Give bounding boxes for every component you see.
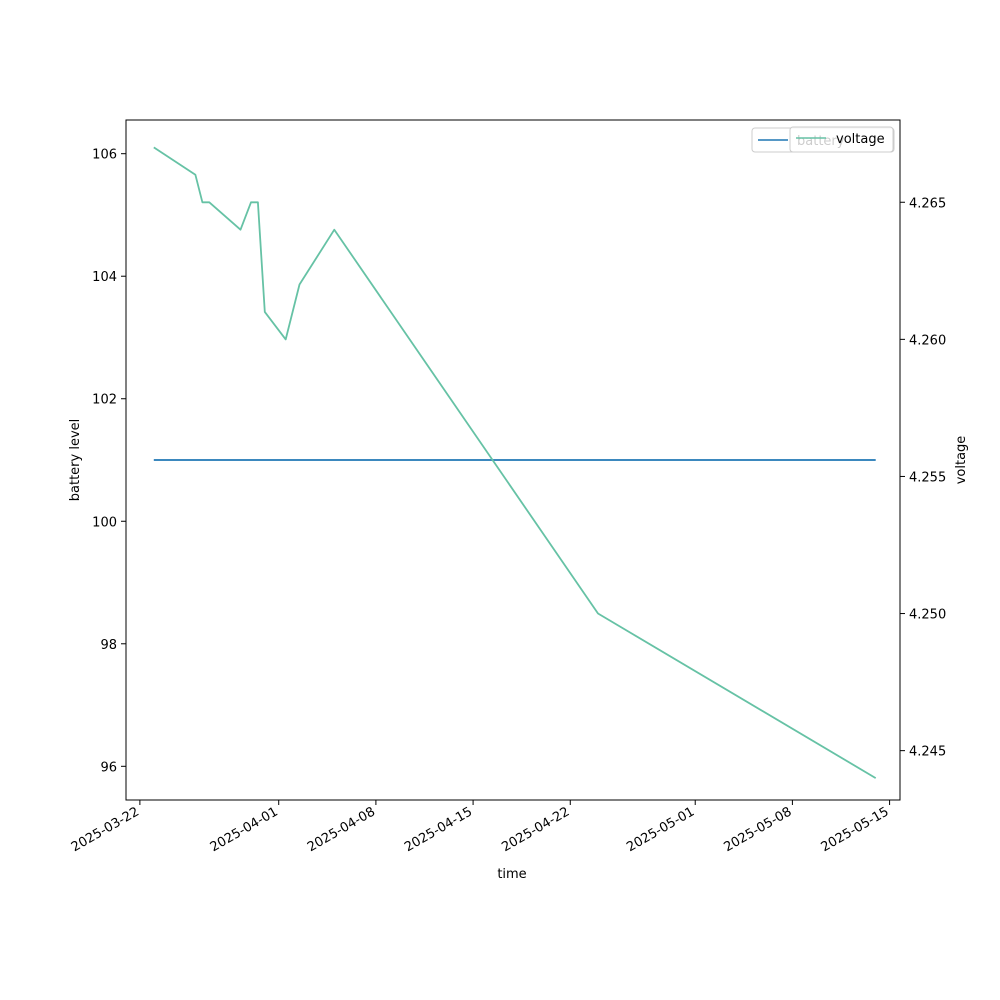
legend-voltage: voltage (789, 126, 894, 153)
left-y-tick-label: 102 (92, 393, 117, 408)
series-layer (153, 146, 877, 779)
series-line-voltage (153, 146, 877, 779)
right-y-tick-label: 4.260 (909, 333, 946, 348)
x-tick-label: 2025-04-15 (402, 804, 475, 855)
x-axis-title: time (497, 867, 526, 882)
x-tick-label: 2025-05-08 (721, 804, 794, 855)
right-y-tick-label: 4.255 (909, 470, 946, 485)
left-y-tick-label: 104 (92, 270, 117, 285)
plot-frame (125, 119, 901, 801)
right-y-tick-label: 4.245 (909, 745, 946, 760)
x-tick-label: 2025-05-15 (819, 804, 892, 855)
x-axis-ticks: 2025-03-22 2025-04-01 2025-04-08 2025-04-15… (69, 800, 892, 855)
left-y-tick-label: 98 (100, 638, 117, 653)
right-y-tick-label: 4.250 (909, 608, 946, 623)
right-y-axis-title: voltage (954, 436, 969, 485)
legend-voltage-frame (789, 126, 894, 153)
legend-voltage-label: voltage (836, 132, 885, 147)
left-y-tick-label: 96 (100, 760, 117, 775)
left-y-tick-label: 100 (92, 515, 117, 530)
left-y-axis-title: battery level (68, 419, 83, 502)
x-tick-label: 2025-04-01 (208, 804, 281, 855)
x-tick-label: 2025-04-22 (499, 804, 572, 855)
x-tick-label: 2025-05-01 (624, 804, 697, 855)
x-tick-label: 2025-04-08 (305, 804, 378, 855)
right-y-tick-label: 4.265 (909, 196, 946, 211)
x-tick-label: 2025-03-22 (69, 804, 142, 855)
right-y-axis-ticks: 4.245 4.250 4.255 4.260 4.265 (900, 196, 946, 760)
left-y-tick-label: 106 (92, 148, 117, 163)
left-y-axis-ticks: 96 98 100 102 104 106 (92, 148, 126, 775)
